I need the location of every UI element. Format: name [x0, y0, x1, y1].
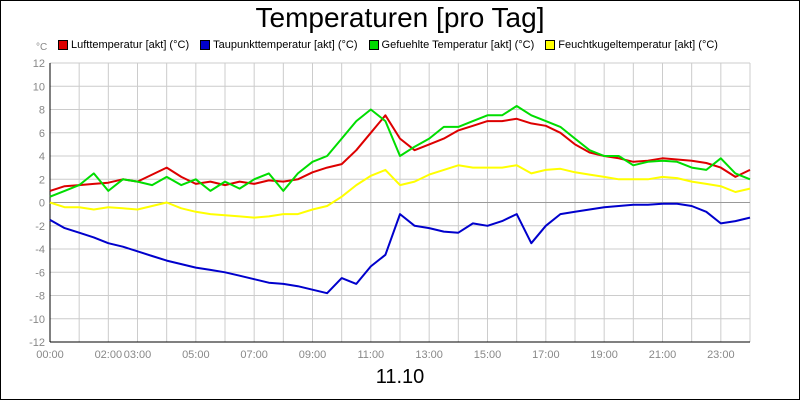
legend-item: Feuchtkugeltemperatur [akt] (°C) [545, 39, 718, 51]
x-tick-label: 09:00 [299, 349, 327, 361]
y-tick-label: -2 [35, 221, 45, 233]
y-axis-unit: °C [36, 42, 48, 53]
legend-label: Taupunkttemperatur [akt] (°C) [213, 39, 358, 51]
y-tick-label: 10 [33, 81, 45, 93]
legend-item: Lufttemperatur [akt] (°C) [58, 39, 189, 51]
series-line-3 [49, 164, 751, 219]
x-tick-label: 13:00 [415, 349, 443, 361]
y-tick-label: -6 [35, 267, 45, 279]
y-tick-label: -12 [29, 337, 45, 349]
x-tick-label: 19:00 [590, 349, 618, 361]
x-tick-label: 05:00 [182, 349, 210, 361]
legend-swatch [545, 40, 556, 50]
y-tick-label: 8 [39, 105, 45, 117]
y-tick-label: -8 [35, 291, 45, 303]
legend-label: Feuchtkugeltemperatur [akt] (°C) [558, 39, 718, 51]
legend-item: Taupunkttemperatur [akt] (°C) [200, 39, 358, 51]
y-tick-label: -4 [35, 244, 45, 256]
x-tick-label: 03:00 [124, 349, 152, 361]
series-line-2 [49, 105, 751, 198]
x-tick-label: 21:00 [649, 349, 677, 361]
legend-item: Gefuehlte Temperatur [akt] (°C) [368, 39, 535, 51]
legend-label: Gefuehlte Temperatur [akt] (°C) [381, 39, 535, 51]
series-line-1 [49, 202, 751, 295]
x-tick-label: 17:00 [532, 349, 560, 361]
y-tick-label: 2 [39, 174, 45, 186]
y-tick-label: -10 [29, 314, 45, 326]
date-label: 11.10 [375, 366, 425, 388]
x-tick-label: 00:00 [36, 349, 64, 361]
legend-swatch [368, 40, 379, 50]
x-tick-label: 11:00 [357, 349, 384, 361]
y-tick-label: 6 [39, 128, 45, 140]
y-tick-label: 4 [39, 151, 45, 163]
legend: Lufttemperatur [akt] (°C) Taupunkttempera… [58, 38, 729, 52]
x-tick-label: 15:00 [474, 349, 502, 361]
x-tick-label: 23:00 [707, 349, 735, 361]
legend-swatch [58, 40, 68, 50]
x-tick-label: 02:00 [95, 349, 123, 361]
legend-swatch [200, 40, 211, 50]
chart-title: Temperaturen [pro Tag] [255, 2, 545, 33]
legend-label: Lufttemperatur [akt] (°C) [71, 39, 190, 51]
y-tick-label: 0 [39, 198, 45, 210]
y-tick-label: 12 [33, 58, 45, 70]
series-line-0 [49, 114, 751, 192]
x-tick-label: 07:00 [240, 349, 268, 361]
